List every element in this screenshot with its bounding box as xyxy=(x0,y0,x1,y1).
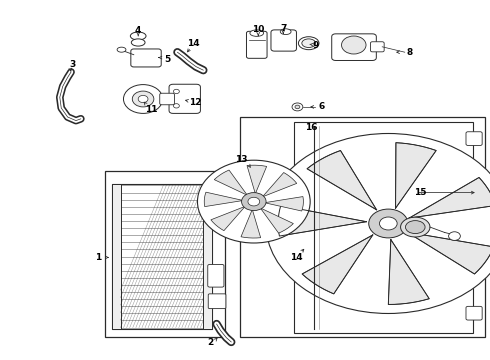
Polygon shape xyxy=(214,170,247,195)
Polygon shape xyxy=(263,172,297,197)
Circle shape xyxy=(132,91,154,107)
Circle shape xyxy=(173,89,179,94)
Ellipse shape xyxy=(280,29,291,35)
Polygon shape xyxy=(211,206,245,231)
Polygon shape xyxy=(395,143,436,208)
Text: 13: 13 xyxy=(235,155,248,163)
Bar xyxy=(240,117,485,337)
Circle shape xyxy=(242,193,266,211)
Text: 12: 12 xyxy=(189,98,201,107)
FancyBboxPatch shape xyxy=(370,42,384,52)
Ellipse shape xyxy=(406,221,425,234)
Polygon shape xyxy=(265,197,303,211)
FancyBboxPatch shape xyxy=(271,30,296,51)
Text: 11: 11 xyxy=(145,105,157,114)
FancyBboxPatch shape xyxy=(332,34,376,60)
Circle shape xyxy=(449,232,460,240)
Text: 14: 14 xyxy=(187,40,200,49)
Text: 7: 7 xyxy=(280,24,287,33)
FancyBboxPatch shape xyxy=(131,49,161,67)
Polygon shape xyxy=(204,192,243,207)
Circle shape xyxy=(342,36,366,54)
Circle shape xyxy=(123,85,163,113)
Circle shape xyxy=(379,217,397,230)
Polygon shape xyxy=(407,232,490,274)
Circle shape xyxy=(248,197,260,206)
FancyBboxPatch shape xyxy=(208,264,224,287)
Text: 1: 1 xyxy=(95,253,101,262)
Polygon shape xyxy=(388,240,429,305)
Text: 9: 9 xyxy=(313,41,319,50)
Polygon shape xyxy=(278,206,367,236)
Text: 14: 14 xyxy=(290,253,303,262)
Ellipse shape xyxy=(117,47,126,52)
FancyBboxPatch shape xyxy=(160,93,174,105)
FancyBboxPatch shape xyxy=(466,306,482,320)
Polygon shape xyxy=(409,177,490,218)
Circle shape xyxy=(295,105,300,109)
Text: 8: 8 xyxy=(406,48,412,57)
Circle shape xyxy=(368,209,408,238)
Polygon shape xyxy=(260,208,294,233)
FancyBboxPatch shape xyxy=(208,294,226,309)
Ellipse shape xyxy=(250,30,264,36)
Text: 3: 3 xyxy=(70,60,75,69)
Circle shape xyxy=(138,95,148,103)
Bar xyxy=(112,184,121,329)
Polygon shape xyxy=(302,235,373,294)
Text: 6: 6 xyxy=(319,103,325,112)
Polygon shape xyxy=(307,150,376,210)
Circle shape xyxy=(292,103,303,111)
Circle shape xyxy=(197,160,310,243)
Text: 5: 5 xyxy=(165,55,171,64)
Bar xyxy=(203,184,212,329)
Ellipse shape xyxy=(401,217,430,237)
Bar xyxy=(105,171,225,337)
Ellipse shape xyxy=(131,39,145,46)
Text: 16: 16 xyxy=(305,123,318,132)
Polygon shape xyxy=(247,165,267,194)
Circle shape xyxy=(266,134,490,314)
Text: 10: 10 xyxy=(252,25,265,34)
FancyBboxPatch shape xyxy=(246,31,267,58)
Text: 15: 15 xyxy=(414,188,427,197)
Circle shape xyxy=(173,104,179,108)
Bar xyxy=(112,184,212,329)
Ellipse shape xyxy=(302,39,316,48)
Text: 2: 2 xyxy=(208,338,214,347)
Ellipse shape xyxy=(298,37,319,50)
Ellipse shape xyxy=(130,32,146,40)
Polygon shape xyxy=(241,210,261,238)
FancyBboxPatch shape xyxy=(466,132,482,145)
Text: 4: 4 xyxy=(135,26,142,35)
Bar xyxy=(294,122,473,333)
FancyBboxPatch shape xyxy=(169,84,200,113)
